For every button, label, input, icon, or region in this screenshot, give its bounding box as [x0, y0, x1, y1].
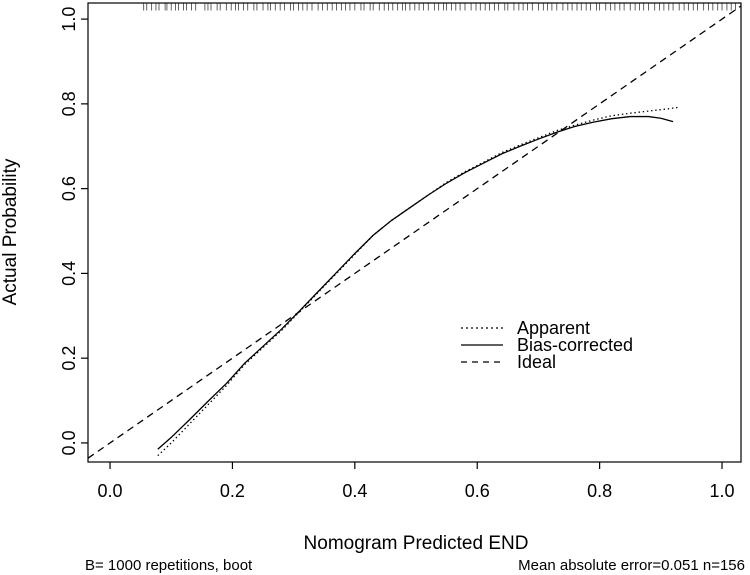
y-axis-tick-label: 0.0 [59, 430, 79, 455]
plot-area: 0.0 0.2 0.4 0.6 0.8 1.0 0.0 0.2 0.4 0.6 0.8 1.0 Appa… [59, 2, 742, 501]
x-axis-label: Nomogram Predicted END [304, 533, 529, 554]
y-axis-tick-label: 0.2 [59, 346, 79, 371]
series-bias-corrected [157, 115, 674, 450]
x-axis-tick-label: 0.8 [587, 481, 612, 501]
x-axis-tick-label: 1.0 [710, 481, 735, 501]
y-axis-tick-label: 1.0 [59, 7, 79, 32]
x-axis-tick-label: 0.0 [98, 481, 123, 501]
x-axis-tick-label: 0.4 [342, 481, 367, 501]
legend-label: Bias-corrected [517, 335, 633, 355]
bootstrap-annotation: B= 1000 repetitions, boot [85, 557, 253, 574]
y-axis-tick-label: 0.4 [59, 261, 79, 286]
legend-label: Apparent [517, 318, 590, 338]
y-axis-tick-label: 0.6 [59, 176, 79, 201]
x-axis-tick-label: 0.2 [220, 481, 245, 501]
y-axis-tick-label: 0.8 [59, 91, 79, 116]
mean-absolute-error-annotation: Mean absolute error=0.051 n=156 [518, 557, 745, 574]
legend-label: Ideal [517, 352, 556, 372]
x-axis-tick-label: 0.6 [465, 481, 490, 501]
plot-border [87, 2, 742, 463]
y-axis-label: Actual Probability [0, 158, 21, 305]
series-ideal [87, 5, 742, 459]
series-apparent [157, 106, 680, 457]
